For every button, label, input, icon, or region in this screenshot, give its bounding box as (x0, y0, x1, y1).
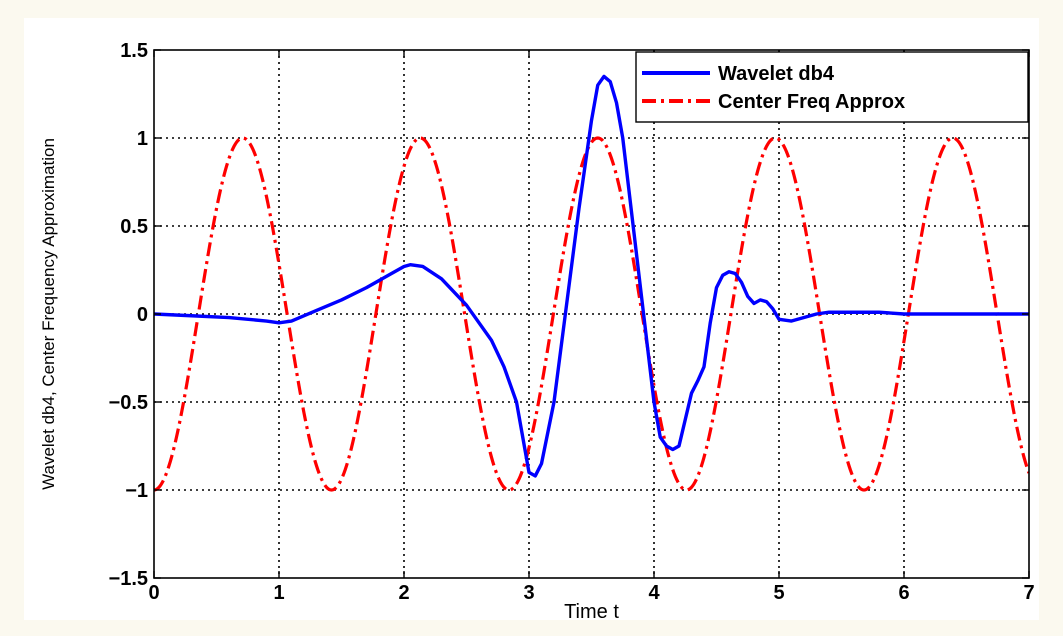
x-tick-label: 7 (1023, 582, 1034, 604)
series-wavelet-db4 (154, 74, 1029, 478)
x-tick-label: 3 (523, 582, 534, 604)
grid (154, 50, 1029, 578)
x-tick-label: 5 (773, 582, 784, 604)
x-tick-label: 2 (398, 582, 409, 604)
ticks: 0 1 2 3 4 5 6 7 1.5 1 0.5 0 −0.5 −1 −1.5 (109, 40, 1035, 604)
x-tick-label: 4 (648, 582, 660, 604)
y-tick-label: −1.5 (109, 568, 148, 590)
legend-label-center-freq: Center Freq Approx (718, 91, 905, 113)
x-axis-label: Time t (564, 601, 619, 620)
y-tick-label: −0.5 (109, 392, 148, 414)
legend-box (635, 51, 1029, 123)
x-tick-label: 0 (148, 582, 159, 604)
line-chart: 0 1 2 3 4 5 6 7 1.5 1 0.5 0 −0.5 −1 −1.5 Time t Wavele… (39, 40, 1035, 623)
series-center-freq-approx (154, 136, 1029, 492)
legend-label-wavelet: Wavelet db4 (718, 63, 835, 85)
y-tick-label: 0 (137, 304, 148, 326)
y-tick-label: −1 (125, 480, 148, 502)
y-tick-label: 0.5 (120, 216, 148, 238)
chart-figure: 0 1 2 3 4 5 6 7 1.5 1 0.5 0 −0.5 −1 −1.5 Time t Wavele… (24, 18, 1039, 623)
axis-labels: Time t Wavelet db4, Center Frequency App… (39, 138, 619, 623)
y-tick-label: 1 (137, 128, 148, 150)
legend: Wavelet db4 Center Freq Approx (635, 51, 1029, 123)
x-tick-label: 1 (273, 582, 284, 604)
y-axis-label: Wavelet db4, Center Frequency Approximat… (39, 138, 58, 490)
x-tick-label: 6 (898, 582, 909, 604)
y-tick-label: 1.5 (120, 40, 148, 62)
series-layer (154, 74, 1029, 492)
